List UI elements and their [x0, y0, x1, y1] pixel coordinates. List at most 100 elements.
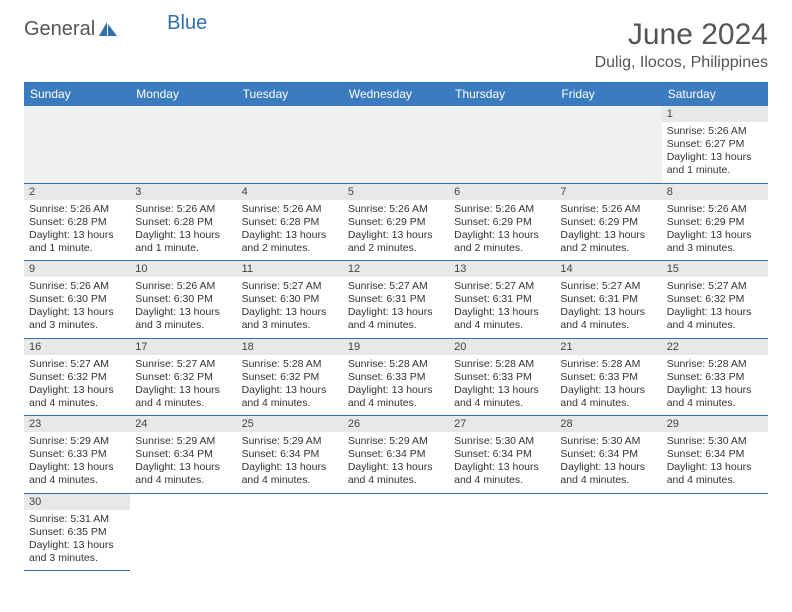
calendar-day-cell: 15Sunrise: 5:27 AMSunset: 6:32 PMDayligh… — [662, 261, 768, 339]
day-number: 16 — [24, 339, 130, 355]
calendar-day-cell: 10 Sunrise: 5:26 AMSunset: 6:30 PMDayligh… — [130, 261, 236, 339]
day-number: 14 — [555, 261, 661, 277]
calendar-day-cell: 7 Sunrise: 5:26 AMSunset: 6:29 PMDaylight… — [555, 183, 661, 261]
calendar-day-cell: 3 Sunrise: 5:26 AMSunset: 6:28 PMDaylight… — [130, 183, 236, 261]
calendar-day-cell — [237, 106, 343, 183]
calendar-day-cell — [449, 493, 555, 571]
page-header: General Blue June 2024 Dulig, Ilocos, Ph… — [24, 18, 768, 72]
calendar-day-cell: 24Sunrise: 5:29 AMSunset: 6:34 PMDayligh… — [130, 416, 236, 494]
brand-text-1: General — [24, 18, 95, 41]
day-number: 18 — [237, 339, 343, 355]
calendar-table: Sunday Monday Tuesday Wednesday Thursday… — [24, 82, 768, 571]
weekday-header: Thursday — [449, 82, 555, 106]
day-details: Sunrise: 5:28 AMSunset: 6:33 PMDaylight:… — [454, 358, 550, 411]
day-number: 22 — [662, 339, 768, 355]
day-details: Sunrise: 5:26 AMSunset: 6:29 PMDaylight:… — [560, 203, 656, 256]
day-number: 11 — [237, 261, 343, 277]
sail-icon — [97, 20, 119, 41]
day-details: Sunrise: 5:26 AMSunset: 6:29 PMDaylight:… — [348, 203, 444, 256]
calendar-day-cell: 29 Sunrise: 5:30 AMSunset: 6:34 PMDayligh… — [662, 416, 768, 494]
day-number: 7 — [555, 184, 661, 200]
calendar-day-cell: 13 Sunrise: 5:27 AMSunset: 6:31 PMDayligh… — [449, 261, 555, 339]
calendar-day-cell: 19Sunrise: 5:28 AMSunset: 6:33 PMDayligh… — [343, 338, 449, 416]
day-details: Sunrise: 5:29 AMSunset: 6:34 PMDaylight:… — [242, 435, 338, 488]
calendar-week-row: 30Sunrise: 5:31 AMSunset: 6:35 PMDayligh… — [24, 493, 768, 571]
calendar-day-cell: 5 Sunrise: 5:26 AMSunset: 6:29 PMDaylight… — [343, 183, 449, 261]
calendar-day-cell: 20 Sunrise: 5:28 AMSunset: 6:33 PMDayligh… — [449, 338, 555, 416]
day-details: Sunrise: 5:29 AMSunset: 6:34 PMDaylight:… — [348, 435, 444, 488]
calendar-day-cell: 1Sunrise: 5:26 AMSunset: 6:27 PMDaylight… — [662, 106, 768, 183]
day-details: Sunrise: 5:26 AMSunset: 6:28 PMDaylight:… — [29, 203, 125, 256]
day-number: 4 — [237, 184, 343, 200]
day-number: 27 — [449, 416, 555, 432]
day-details: Sunrise: 5:27 AMSunset: 6:31 PMDaylight:… — [348, 280, 444, 333]
weekday-header: Sunday — [24, 82, 130, 106]
calendar-day-cell: 9 Sunrise: 5:26 AMSunset: 6:30 PMDaylight… — [24, 261, 130, 339]
calendar-page: General Blue June 2024 Dulig, Ilocos, Ph… — [0, 0, 792, 589]
calendar-day-cell: 21 Sunrise: 5:28 AMSunset: 6:33 PMDayligh… — [555, 338, 661, 416]
calendar-day-cell: 26 Sunrise: 5:29 AMSunset: 6:34 PMDayligh… — [343, 416, 449, 494]
day-number: 9 — [24, 261, 130, 277]
day-details: Sunrise: 5:27 AMSunset: 6:32 PMDaylight:… — [135, 358, 231, 411]
calendar-day-cell: 14 Sunrise: 5:27 AMSunset: 6:31 PMDayligh… — [555, 261, 661, 339]
day-number: 2 — [24, 184, 130, 200]
day-number: 26 — [343, 416, 449, 432]
day-details: Sunrise: 5:30 AMSunset: 6:34 PMDaylight:… — [667, 435, 763, 488]
day-number: 23 — [24, 416, 130, 432]
day-number: 13 — [449, 261, 555, 277]
calendar-day-cell: 17 Sunrise: 5:27 AMSunset: 6:32 PMDayligh… — [130, 338, 236, 416]
day-details: Sunrise: 5:30 AMSunset: 6:34 PMDaylight:… — [560, 435, 656, 488]
calendar-day-cell: 8Sunrise: 5:26 AMSunset: 6:29 PMDaylight… — [662, 183, 768, 261]
day-number: 19 — [343, 339, 449, 355]
month-title: June 2024 — [595, 18, 768, 52]
calendar-day-cell — [130, 493, 236, 571]
day-number: 24 — [130, 416, 236, 432]
location-text: Dulig, Ilocos, Philippines — [595, 54, 768, 72]
day-number: 29 — [662, 416, 768, 432]
day-number: 17 — [130, 339, 236, 355]
day-number: 20 — [449, 339, 555, 355]
calendar-day-cell: 16 Sunrise: 5:27 AMSunset: 6:32 PMDayligh… — [24, 338, 130, 416]
day-details: Sunrise: 5:26 AMSunset: 6:28 PMDaylight:… — [242, 203, 338, 256]
weekday-header: Monday — [130, 82, 236, 106]
day-details: Sunrise: 5:27 AMSunset: 6:31 PMDaylight:… — [560, 280, 656, 333]
calendar-day-cell — [237, 493, 343, 571]
day-number: 6 — [449, 184, 555, 200]
day-details: Sunrise: 5:26 AMSunset: 6:30 PMDaylight:… — [29, 280, 125, 333]
calendar-week-row: 2 Sunrise: 5:26 AMSunset: 6:28 PMDaylight… — [24, 183, 768, 261]
calendar-week-row: 1Sunrise: 5:26 AMSunset: 6:27 PMDaylight… — [24, 106, 768, 183]
calendar-day-cell — [130, 106, 236, 183]
brand-text-2: Blue — [167, 12, 207, 35]
calendar-day-cell — [24, 106, 130, 183]
calendar-day-cell: 4 Sunrise: 5:26 AMSunset: 6:28 PMDaylight… — [237, 183, 343, 261]
calendar-day-cell: 6Sunrise: 5:26 AMSunset: 6:29 PMDaylight… — [449, 183, 555, 261]
day-details: Sunrise: 5:26 AMSunset: 6:30 PMDaylight:… — [135, 280, 231, 333]
day-details: Sunrise: 5:30 AMSunset: 6:34 PMDaylight:… — [454, 435, 550, 488]
day-details: Sunrise: 5:26 AMSunset: 6:27 PMDaylight:… — [667, 125, 763, 178]
calendar-day-cell: 25Sunrise: 5:29 AMSunset: 6:34 PMDayligh… — [237, 416, 343, 494]
calendar-day-cell: 30Sunrise: 5:31 AMSunset: 6:35 PMDayligh… — [24, 493, 130, 571]
day-number: 5 — [343, 184, 449, 200]
calendar-day-cell — [343, 493, 449, 571]
weekday-header-row: Sunday Monday Tuesday Wednesday Thursday… — [24, 82, 768, 106]
day-details: Sunrise: 5:27 AMSunset: 6:32 PMDaylight:… — [29, 358, 125, 411]
day-details: Sunrise: 5:27 AMSunset: 6:31 PMDaylight:… — [454, 280, 550, 333]
day-details: Sunrise: 5:26 AMSunset: 6:28 PMDaylight:… — [135, 203, 231, 256]
day-details: Sunrise: 5:28 AMSunset: 6:33 PMDaylight:… — [667, 358, 763, 411]
calendar-day-cell — [555, 106, 661, 183]
calendar-day-cell: 22 Sunrise: 5:28 AMSunset: 6:33 PMDayligh… — [662, 338, 768, 416]
calendar-day-cell: 18 Sunrise: 5:28 AMSunset: 6:32 PMDayligh… — [237, 338, 343, 416]
day-number: 30 — [24, 494, 130, 510]
day-details: Sunrise: 5:29 AMSunset: 6:33 PMDaylight:… — [29, 435, 125, 488]
calendar-day-cell — [555, 493, 661, 571]
calendar-week-row: 9 Sunrise: 5:26 AMSunset: 6:30 PMDaylight… — [24, 261, 768, 339]
weekday-header: Saturday — [662, 82, 768, 106]
day-details: Sunrise: 5:28 AMSunset: 6:33 PMDaylight:… — [560, 358, 656, 411]
day-number: 3 — [130, 184, 236, 200]
day-details: Sunrise: 5:28 AMSunset: 6:32 PMDaylight:… — [242, 358, 338, 411]
day-number: 15 — [662, 261, 768, 277]
day-number: 10 — [130, 261, 236, 277]
day-number: 21 — [555, 339, 661, 355]
day-number: 12 — [343, 261, 449, 277]
calendar-day-cell — [449, 106, 555, 183]
